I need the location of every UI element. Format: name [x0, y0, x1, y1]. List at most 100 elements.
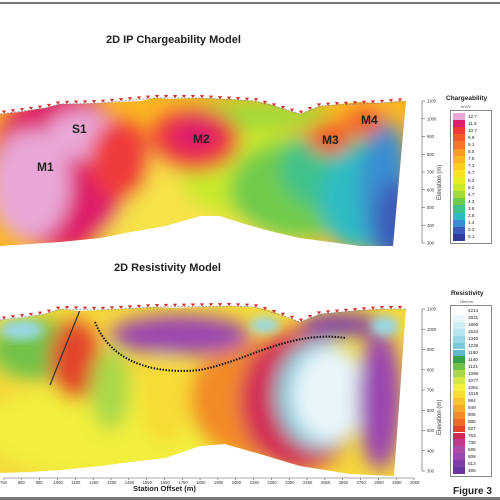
station-marker: [55, 101, 61, 105]
resistivity-model-title: 2D Resistivity Model: [114, 262, 221, 274]
x-tick-label: 2150: [250, 480, 260, 485]
y-tick-label: 500: [427, 428, 435, 433]
station-marker: [334, 102, 340, 106]
ip-colorbar-title: Chargeability: [446, 95, 488, 102]
station-marker: [361, 100, 367, 104]
y-tick-label: 500: [427, 205, 435, 210]
y-tick-label: 400: [427, 448, 435, 453]
legend-label: 6.7: [468, 170, 475, 176]
station-marker: [271, 309, 277, 313]
station-marker: [109, 306, 115, 310]
legend-swatch: [453, 120, 465, 128]
legend-label: 905: [468, 412, 476, 418]
y-tick-label: 1000: [427, 327, 437, 332]
station-marker: [343, 308, 349, 312]
y-tick-label: 800: [427, 152, 435, 157]
legend-label: 7.8: [468, 156, 475, 162]
legend-label: 0.2: [468, 227, 475, 233]
station-marker: [226, 96, 232, 100]
legend-swatch: [453, 356, 465, 364]
legend-label: 4.3: [468, 198, 475, 204]
legend-swatch: [453, 404, 465, 412]
x-tick-label: 2950: [392, 480, 402, 485]
legend-label: 6.2: [468, 177, 475, 183]
legend-swatch: [453, 439, 465, 447]
res-colorbar-unit: Ohm·m: [460, 299, 474, 304]
legend-label: 4.7: [468, 191, 475, 197]
legend-swatch: [453, 233, 465, 241]
x-tick-label: 1650: [160, 480, 170, 485]
station-marker: [37, 105, 43, 109]
station-marker: [163, 303, 169, 307]
station-marker: [316, 311, 322, 315]
legend-label: 9.9: [468, 134, 475, 140]
annotation-s1: S1: [72, 122, 87, 136]
legend-swatch: [453, 335, 465, 343]
station-marker: [100, 99, 106, 103]
legend-label: 949: [468, 405, 476, 411]
station-marker: [82, 306, 88, 310]
x-tick-label: 2250: [267, 480, 277, 485]
legend-swatch: [453, 460, 465, 468]
station-marker: [325, 102, 331, 106]
legend-swatch: [453, 198, 465, 206]
station-marker: [91, 306, 97, 310]
station-marker: [271, 103, 277, 107]
station-marker: [154, 303, 160, 307]
figure-label: Figure 3: [453, 486, 492, 497]
station-marker: [199, 303, 205, 307]
station-marker: [208, 303, 214, 307]
station-marker: [262, 307, 268, 311]
legend-swatch: [453, 411, 465, 419]
station-marker: [298, 110, 304, 114]
legend-label: 513: [468, 460, 476, 466]
station-marker: [46, 309, 52, 313]
station-marker: [1, 110, 7, 114]
station-marker: [19, 108, 25, 112]
x-tick-label: 2750: [357, 480, 367, 485]
y-tick-label: 600: [427, 187, 435, 192]
y-tick-label: 700: [427, 170, 435, 175]
y-tick-label: 1000: [427, 116, 437, 121]
x-axis-title: Station Offset (m): [133, 484, 196, 493]
x-tick-label: 1450: [125, 480, 135, 485]
station-marker: [136, 96, 142, 100]
legend-swatch: [453, 162, 465, 170]
station-marker: [217, 303, 223, 307]
x-tick-label: 2450: [303, 480, 313, 485]
legend-swatch: [453, 467, 465, 474]
station-marker: [64, 306, 70, 310]
annotation-m4: M4: [361, 113, 378, 127]
x-tick-label: 2350: [285, 480, 295, 485]
legend-swatch: [453, 212, 465, 220]
ip-colorbar-unit: mV/V: [461, 104, 471, 109]
station-marker: [190, 95, 196, 98]
legend-swatch: [453, 432, 465, 440]
ip-section-plot: [0, 98, 406, 246]
legend-label: 886: [468, 419, 476, 425]
station-marker: [334, 309, 340, 313]
bottom-rule: [0, 497, 500, 500]
legend-label: 11.6: [468, 120, 477, 126]
legend-swatch: [453, 169, 465, 177]
y-tick-label: 300: [427, 469, 435, 474]
legend-label: 395: [468, 467, 476, 473]
station-marker: [280, 312, 286, 316]
legend-swatch: [453, 370, 465, 378]
drill-hole: [49, 309, 81, 386]
station-marker: [244, 97, 250, 101]
legend-swatch: [453, 328, 465, 336]
y-tick-label: 1100: [427, 99, 437, 104]
station-marker: [19, 314, 25, 318]
legend-label: 12.7: [468, 113, 477, 119]
top-rule: [0, 2, 500, 4]
x-tick-label: 1150: [71, 480, 81, 485]
station-marker: [325, 310, 331, 314]
legend-label: 10.7: [468, 127, 477, 133]
station-marker: [388, 99, 394, 103]
legend-label: 2.8: [468, 213, 475, 219]
y-tick-label: 1100: [427, 307, 437, 312]
station-marker: [100, 306, 106, 310]
station-marker: [289, 108, 295, 112]
